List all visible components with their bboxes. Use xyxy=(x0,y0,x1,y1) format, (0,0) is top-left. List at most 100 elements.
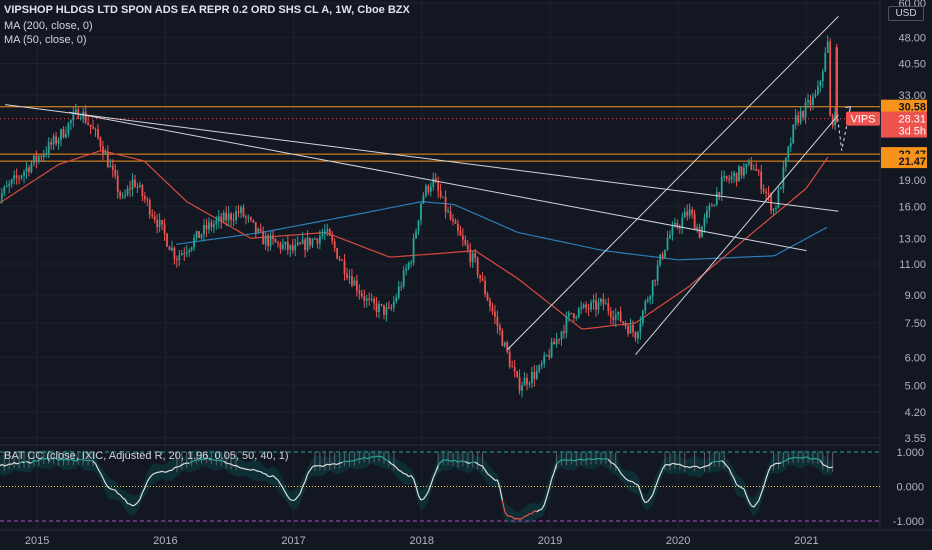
osc-line-segment xyxy=(400,471,405,475)
candle-body xyxy=(52,136,55,145)
candle-body xyxy=(812,96,814,106)
candle-body xyxy=(535,370,538,379)
indicator-legend[interactable]: BAT CC (close, IXIC, Adjusted R, 20, 1.9… xyxy=(4,450,289,462)
candle-body xyxy=(284,241,287,245)
candle-body xyxy=(787,146,790,158)
candle-body xyxy=(360,293,363,297)
osc-line-segment xyxy=(432,471,437,478)
candle-body xyxy=(225,212,228,221)
candle-body xyxy=(518,376,521,391)
symbol-title[interactable]: VIPSHOP HLDGS LTD SPON ADS EA REPR 0.2 O… xyxy=(4,4,410,16)
osc-line-segment xyxy=(102,477,106,484)
time-axis[interactable]: 2015 2016 2017 2018 2019 2020 2021 xyxy=(25,535,819,547)
time-tick-label: 2018 xyxy=(410,535,434,547)
osc-line-segment xyxy=(768,465,772,472)
osc-line-segment xyxy=(83,459,86,462)
candle-body xyxy=(294,244,297,251)
osc-line-segment xyxy=(679,463,683,467)
osc-line-segment xyxy=(807,456,811,460)
candle-body xyxy=(195,231,198,239)
osc-line-segment xyxy=(398,469,402,472)
candle-body xyxy=(314,238,316,240)
candle-body xyxy=(109,165,112,168)
osc-line-segment xyxy=(4,464,7,467)
candle-body xyxy=(489,300,491,307)
ma200-legend[interactable]: MA (200, close, 0) xyxy=(4,20,93,32)
candle-body xyxy=(792,124,795,144)
trendlines[interactable] xyxy=(5,16,839,356)
candle-body xyxy=(814,94,817,97)
candle-body xyxy=(740,166,743,176)
grid xyxy=(0,0,932,531)
candle-body xyxy=(370,298,373,300)
candle-body xyxy=(47,142,50,154)
osc-line-segment xyxy=(741,487,745,490)
candle-body xyxy=(114,169,117,176)
candle-body xyxy=(102,146,104,155)
osc-line-segment xyxy=(639,491,644,500)
osc-line-segment xyxy=(31,460,35,464)
osc-line-segment xyxy=(270,475,274,478)
osc-line-segment xyxy=(307,470,311,475)
osc-line-segment xyxy=(553,464,558,473)
price-tag-label: 28.31 xyxy=(898,114,926,126)
candle-body xyxy=(597,302,600,310)
candle-body xyxy=(10,179,13,184)
candle-body xyxy=(733,172,735,177)
candle-body xyxy=(316,238,319,244)
currency-badge[interactable]: USD xyxy=(888,6,924,21)
price-tick-label: 16.00 xyxy=(898,201,926,213)
candle-body xyxy=(501,330,504,347)
horizontal-levels[interactable] xyxy=(0,106,880,162)
candle-body xyxy=(432,178,435,187)
price-axis[interactable]: 60.00 48.00 40.50 33.00 19.00 16.00 13.00 11.00… xyxy=(846,0,927,528)
osc-line-segment xyxy=(719,459,722,463)
osc-line-segment xyxy=(322,464,326,468)
osc-line-segment xyxy=(543,496,548,506)
osc-line-segment xyxy=(758,493,762,501)
osc-line-segment xyxy=(457,460,461,463)
oscillator xyxy=(0,452,834,520)
candle-body xyxy=(121,196,124,198)
candle-body xyxy=(158,220,161,227)
candle-body xyxy=(242,207,245,217)
osc-line-segment xyxy=(499,487,503,501)
candle-body xyxy=(341,259,343,261)
candle-body xyxy=(437,182,440,191)
candle-body xyxy=(84,111,87,123)
osc-line-segment xyxy=(440,459,444,463)
candle-body xyxy=(587,308,590,310)
candle-body xyxy=(434,178,437,183)
ma50-legend[interactable]: MA (50, close, 0) xyxy=(4,34,87,46)
candle-body xyxy=(15,175,18,178)
candle-body xyxy=(656,265,659,281)
candle-body xyxy=(577,308,580,317)
osc-line-segment xyxy=(178,464,183,468)
osc-line-segment xyxy=(548,479,553,489)
osc-line-segment xyxy=(75,458,79,462)
osc-line-segment xyxy=(361,456,365,460)
candle-body xyxy=(570,312,573,314)
candle-body xyxy=(168,246,171,251)
candle-body xyxy=(143,196,146,200)
candle-body xyxy=(627,326,629,334)
osc-line-segment xyxy=(625,478,629,481)
osc-line-segment xyxy=(822,464,826,467)
candle-body xyxy=(565,316,568,334)
osc-line-segment xyxy=(465,461,469,464)
candle-body xyxy=(508,351,511,367)
osc-line-segment xyxy=(657,474,661,482)
candle-body xyxy=(484,280,486,294)
price-tick-label: 11.00 xyxy=(899,259,926,271)
candle-body xyxy=(444,196,447,212)
osc-line-segment xyxy=(184,462,187,465)
candle-body xyxy=(548,355,551,358)
candle-body xyxy=(388,307,390,309)
osc-line-segment xyxy=(573,459,577,462)
candle-body xyxy=(358,290,361,294)
candle-body xyxy=(772,208,775,211)
candle-body xyxy=(819,81,822,86)
candle-body xyxy=(676,222,679,228)
time-tick-label: 2021 xyxy=(794,535,818,547)
